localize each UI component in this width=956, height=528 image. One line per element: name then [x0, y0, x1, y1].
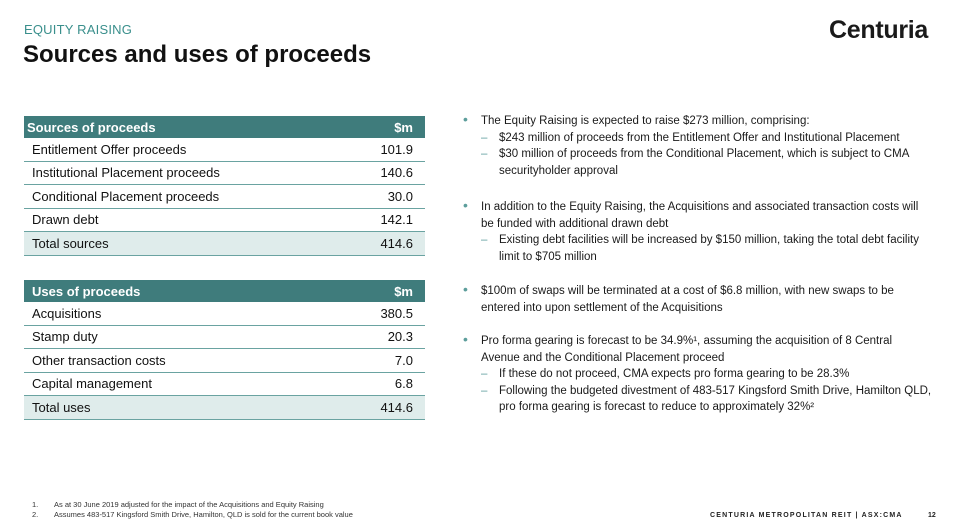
uses-table: Uses of proceeds $m Acquisitions 380.5 S… [24, 280, 425, 420]
bullet-text: $100m of swaps will be terminated at a c… [481, 285, 894, 314]
row-label: Conditional Placement proceeds [24, 184, 351, 209]
table-row: Entitlement Offer proceeds 101.9 [24, 138, 425, 162]
total-value: 414.6 [329, 395, 425, 420]
table-row: Drawn debt 142.1 [24, 208, 425, 232]
row-label: Stamp duty [24, 325, 330, 349]
sources-header-label: Sources of proceeds [24, 116, 351, 138]
table-row: Other transaction costs 7.0 [24, 348, 425, 373]
total-row: Total uses 414.6 [24, 395, 425, 420]
row-value: 7.0 [329, 348, 425, 373]
row-value: 142.1 [350, 208, 425, 232]
table-row: Acquisitions 380.5 [24, 302, 425, 326]
bullet-dot-icon: • [463, 281, 468, 297]
table-row: Capital management 6.8 [24, 372, 425, 396]
sub-bullet: – $243 million of proceeds from the Enti… [481, 130, 933, 147]
page-number: 12 [928, 512, 936, 519]
sub-bullet: – Following the budgeted divestment of 4… [481, 383, 933, 416]
row-label: Institutional Placement proceeds [24, 161, 351, 185]
bullet-item: • $100m of swaps will be terminated at a… [463, 281, 933, 316]
footnote-number: 1. [32, 500, 39, 509]
row-value: 30.0 [350, 184, 425, 209]
row-label: Other transaction costs [24, 348, 330, 373]
dash-icon: – [481, 148, 488, 160]
footnote-text: As at 30 June 2019 adjusted for the impa… [54, 500, 324, 509]
total-value: 414.6 [350, 231, 425, 256]
bullet-item: • The Equity Raising is expected to rais… [463, 111, 933, 179]
row-value: 140.6 [350, 161, 425, 185]
bullet-text: Pro forma gearing is forecast to be 34.9… [481, 335, 893, 364]
bullet-text: The Equity Raising is expected to raise … [481, 115, 810, 127]
row-label: Entitlement Offer proceeds [24, 138, 351, 162]
footnote-text: Assumes 483-517 Kingsford Smith Drive, H… [54, 510, 353, 519]
table-row: Institutional Placement proceeds 140.6 [24, 161, 425, 185]
sources-header-row: Sources of proceeds $m [24, 116, 425, 138]
table-row: Stamp duty 20.3 [24, 325, 425, 349]
bullet-item: • In addition to the Equity Raising, the… [463, 197, 933, 265]
total-row: Total sources 414.6 [24, 231, 425, 256]
sub-bullet-text: Existing debt facilities will be increas… [499, 234, 919, 263]
section-label: EQUITY RAISING [24, 22, 133, 37]
row-label: Capital management [24, 372, 330, 396]
footnote: 1. As at 30 June 2019 adjusted for the im… [32, 500, 353, 510]
sources-header-unit: $m [350, 116, 425, 138]
row-value: 20.3 [329, 325, 425, 349]
dash-icon: – [481, 131, 488, 144]
table-row: Conditional Placement proceeds 30.0 [24, 184, 425, 209]
row-value: 380.5 [329, 302, 425, 326]
sub-bullet-text: $30 million of proceeds from the Conditi… [499, 148, 909, 177]
bullet-dot-icon: • [463, 197, 468, 213]
sources-table: Sources of proceeds $m Entitlement Offer… [24, 116, 425, 256]
bullet-text: In addition to the Equity Raising, the A… [481, 201, 919, 230]
sub-bullet: – Existing debt facilities will be incre… [481, 232, 933, 265]
sub-bullet: – If these do not proceed, CMA expects p… [481, 366, 933, 383]
centuria-logo: Centuria [829, 16, 929, 44]
dash-icon: – [481, 384, 488, 397]
footnote: 2. Assumes 483-517 Kingsford Smith Drive,… [32, 510, 353, 520]
footnotes: 1. As at 30 June 2019 adjusted for the im… [32, 500, 353, 520]
uses-header-label: Uses of proceeds [24, 280, 330, 302]
total-label: Total sources [24, 231, 351, 256]
dash-icon: – [481, 234, 488, 246]
row-label: Acquisitions [24, 302, 330, 326]
row-value: 101.9 [350, 138, 425, 162]
footer-brand: CENTURIA METROPOLITAN REIT | ASX:CMA [710, 512, 903, 519]
uses-header-row: Uses of proceeds $m [24, 280, 425, 302]
total-label: Total uses [24, 395, 330, 420]
footnote-number: 2. [32, 510, 39, 519]
row-value: 6.8 [329, 372, 425, 396]
sub-bullet-text: $243 million of proceeds from the Entitl… [499, 131, 900, 144]
row-label: Drawn debt [24, 208, 351, 232]
sub-bullet: – $30 million of proceeds from the Condi… [481, 146, 933, 179]
bullet-dot-icon: • [463, 331, 468, 347]
page-title: Sources and uses of proceeds [23, 41, 372, 68]
uses-header-unit: $m [329, 280, 425, 302]
bullet-item: • Pro forma gearing is forecast to be 34… [463, 331, 933, 416]
dash-icon: – [481, 368, 488, 380]
bullet-dot-icon: • [463, 111, 468, 127]
sub-bullet-text: If these do not proceed, CMA expects pro… [499, 368, 850, 380]
sub-bullet-text: Following the budgeted divestment of 483… [499, 384, 932, 414]
